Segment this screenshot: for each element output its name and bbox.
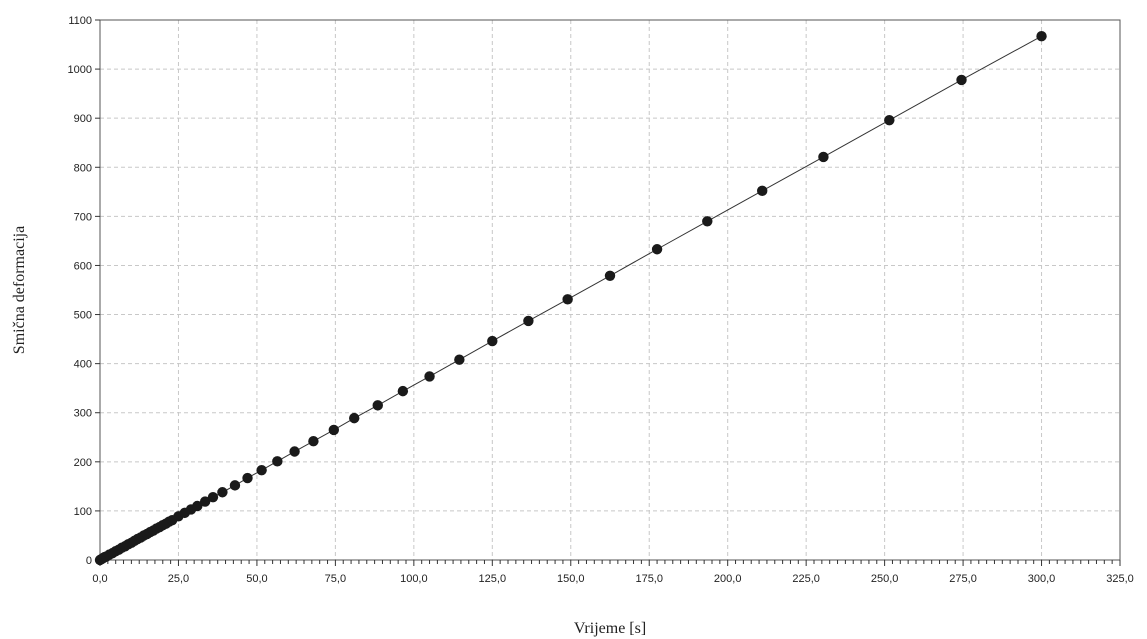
x-tick-label: 225,0 xyxy=(792,573,820,585)
y-tick-label: 600 xyxy=(74,260,92,272)
data-point xyxy=(702,216,713,227)
x-tick-labels: 0,0 25,0 50,0 75,0 100,0 125,0 150,0 175,0 200,0… xyxy=(92,573,1133,585)
y-tick-label: 300 xyxy=(74,408,92,420)
y-tick-label: 100 xyxy=(74,506,92,518)
y-tick-label: 1000 xyxy=(68,64,92,76)
x-tick-label: 250,0 xyxy=(871,573,899,585)
y-tick-label: 200 xyxy=(74,457,92,469)
grid-lines xyxy=(100,20,1120,560)
y-tick-label: 700 xyxy=(74,211,92,223)
x-tick-label: 175,0 xyxy=(635,573,663,585)
plot-frame xyxy=(99,19,1121,561)
data-point xyxy=(956,74,967,86)
data-point xyxy=(242,472,253,484)
data-point xyxy=(308,436,319,447)
data-point xyxy=(604,270,616,281)
y-tick-label: 900 xyxy=(74,113,92,125)
data-point xyxy=(192,500,203,512)
data-point xyxy=(884,114,895,126)
y-tick-label: 1100 xyxy=(68,15,92,27)
y-axis-title: Smična deformacija xyxy=(11,226,28,354)
data-point xyxy=(651,244,663,255)
x-tick-label: 75,0 xyxy=(325,573,346,585)
data-point xyxy=(487,335,498,347)
y-tick-label: 500 xyxy=(74,310,92,322)
x-tick-label: 0,0 xyxy=(92,573,107,585)
x-tick-label: 300,0 xyxy=(1028,573,1056,585)
data-point xyxy=(372,400,383,411)
data-point xyxy=(397,385,409,397)
x-tick-label: 125,0 xyxy=(479,573,507,585)
data-point xyxy=(199,496,211,507)
x-tick-label: 325,0 xyxy=(1106,573,1134,585)
data-point xyxy=(256,464,267,476)
data-point xyxy=(818,151,829,163)
x-tick-label: 100,0 xyxy=(400,573,428,585)
x-tick-label: 200,0 xyxy=(714,573,742,585)
x-tick-label: 25,0 xyxy=(168,573,189,585)
y-tick-label: 0 xyxy=(86,555,92,567)
data-point xyxy=(454,354,465,365)
data-point xyxy=(1036,31,1047,42)
data-point xyxy=(424,371,435,382)
data-points xyxy=(94,31,1047,566)
x-tick-label: 275,0 xyxy=(949,573,977,585)
data-point xyxy=(217,487,228,498)
x-axis-title: Vrijeme [s] xyxy=(574,620,646,637)
data-point xyxy=(349,412,360,424)
data-point xyxy=(229,480,241,491)
y-tick-label: 400 xyxy=(74,359,92,371)
data-point xyxy=(562,294,573,305)
y-tick-label: 800 xyxy=(74,162,92,174)
data-point xyxy=(523,315,534,327)
x-minor-ticks xyxy=(95,19,1121,566)
data-point xyxy=(272,456,283,467)
data-point xyxy=(757,185,768,197)
y-tick-labels: 0 100 200 300 400 500 600 700 800 900 1000 1100 xyxy=(68,15,92,567)
data-point xyxy=(328,424,340,436)
data-point xyxy=(207,491,219,503)
x-tick-label: 150,0 xyxy=(557,573,585,585)
data-point xyxy=(289,446,300,457)
x-tick-label: 50,0 xyxy=(246,573,267,585)
